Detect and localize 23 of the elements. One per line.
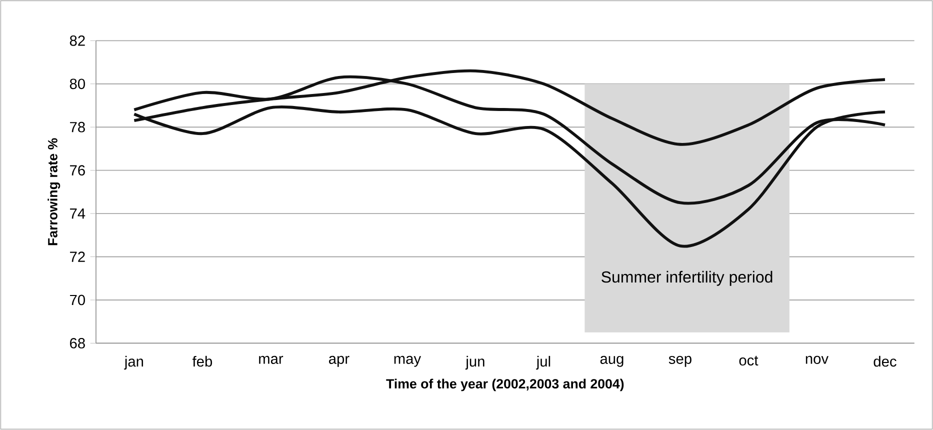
y-tick-label: 76 bbox=[70, 165, 85, 176]
x-tick-label: jun bbox=[465, 356, 484, 370]
x-tick-label: jan bbox=[124, 356, 144, 370]
y-tick-label: 78 bbox=[70, 122, 85, 132]
x-tick-label: aug bbox=[600, 356, 624, 367]
y-tick-label: 72 bbox=[70, 252, 85, 262]
x-tick-label: jul bbox=[536, 356, 550, 370]
x-tick-label: feb bbox=[192, 356, 212, 367]
x-tick-label: dec bbox=[874, 356, 896, 367]
x-tick-label: sep bbox=[668, 356, 692, 367]
y-tick-label: 80 bbox=[70, 78, 85, 90]
x-tick-label: oct bbox=[739, 356, 758, 366]
band-label: Summer infertility period bbox=[602, 271, 772, 286]
x-tick-label: mar bbox=[259, 356, 284, 364]
y-tick-label: 82 bbox=[70, 36, 85, 46]
x-axis-title: Time of the year (2002,2003 and 2004) bbox=[386, 378, 624, 392]
x-tick-label: apr bbox=[328, 356, 350, 367]
y-tick-label: 68 bbox=[70, 338, 85, 348]
y-tick-label: 74 bbox=[70, 208, 86, 219]
x-tick-label: nov bbox=[806, 356, 828, 364]
y-axis-title: Farrowing rate % bbox=[48, 138, 60, 246]
x-tick-label: may bbox=[394, 356, 422, 367]
y-tick-label: 70 bbox=[70, 294, 85, 306]
